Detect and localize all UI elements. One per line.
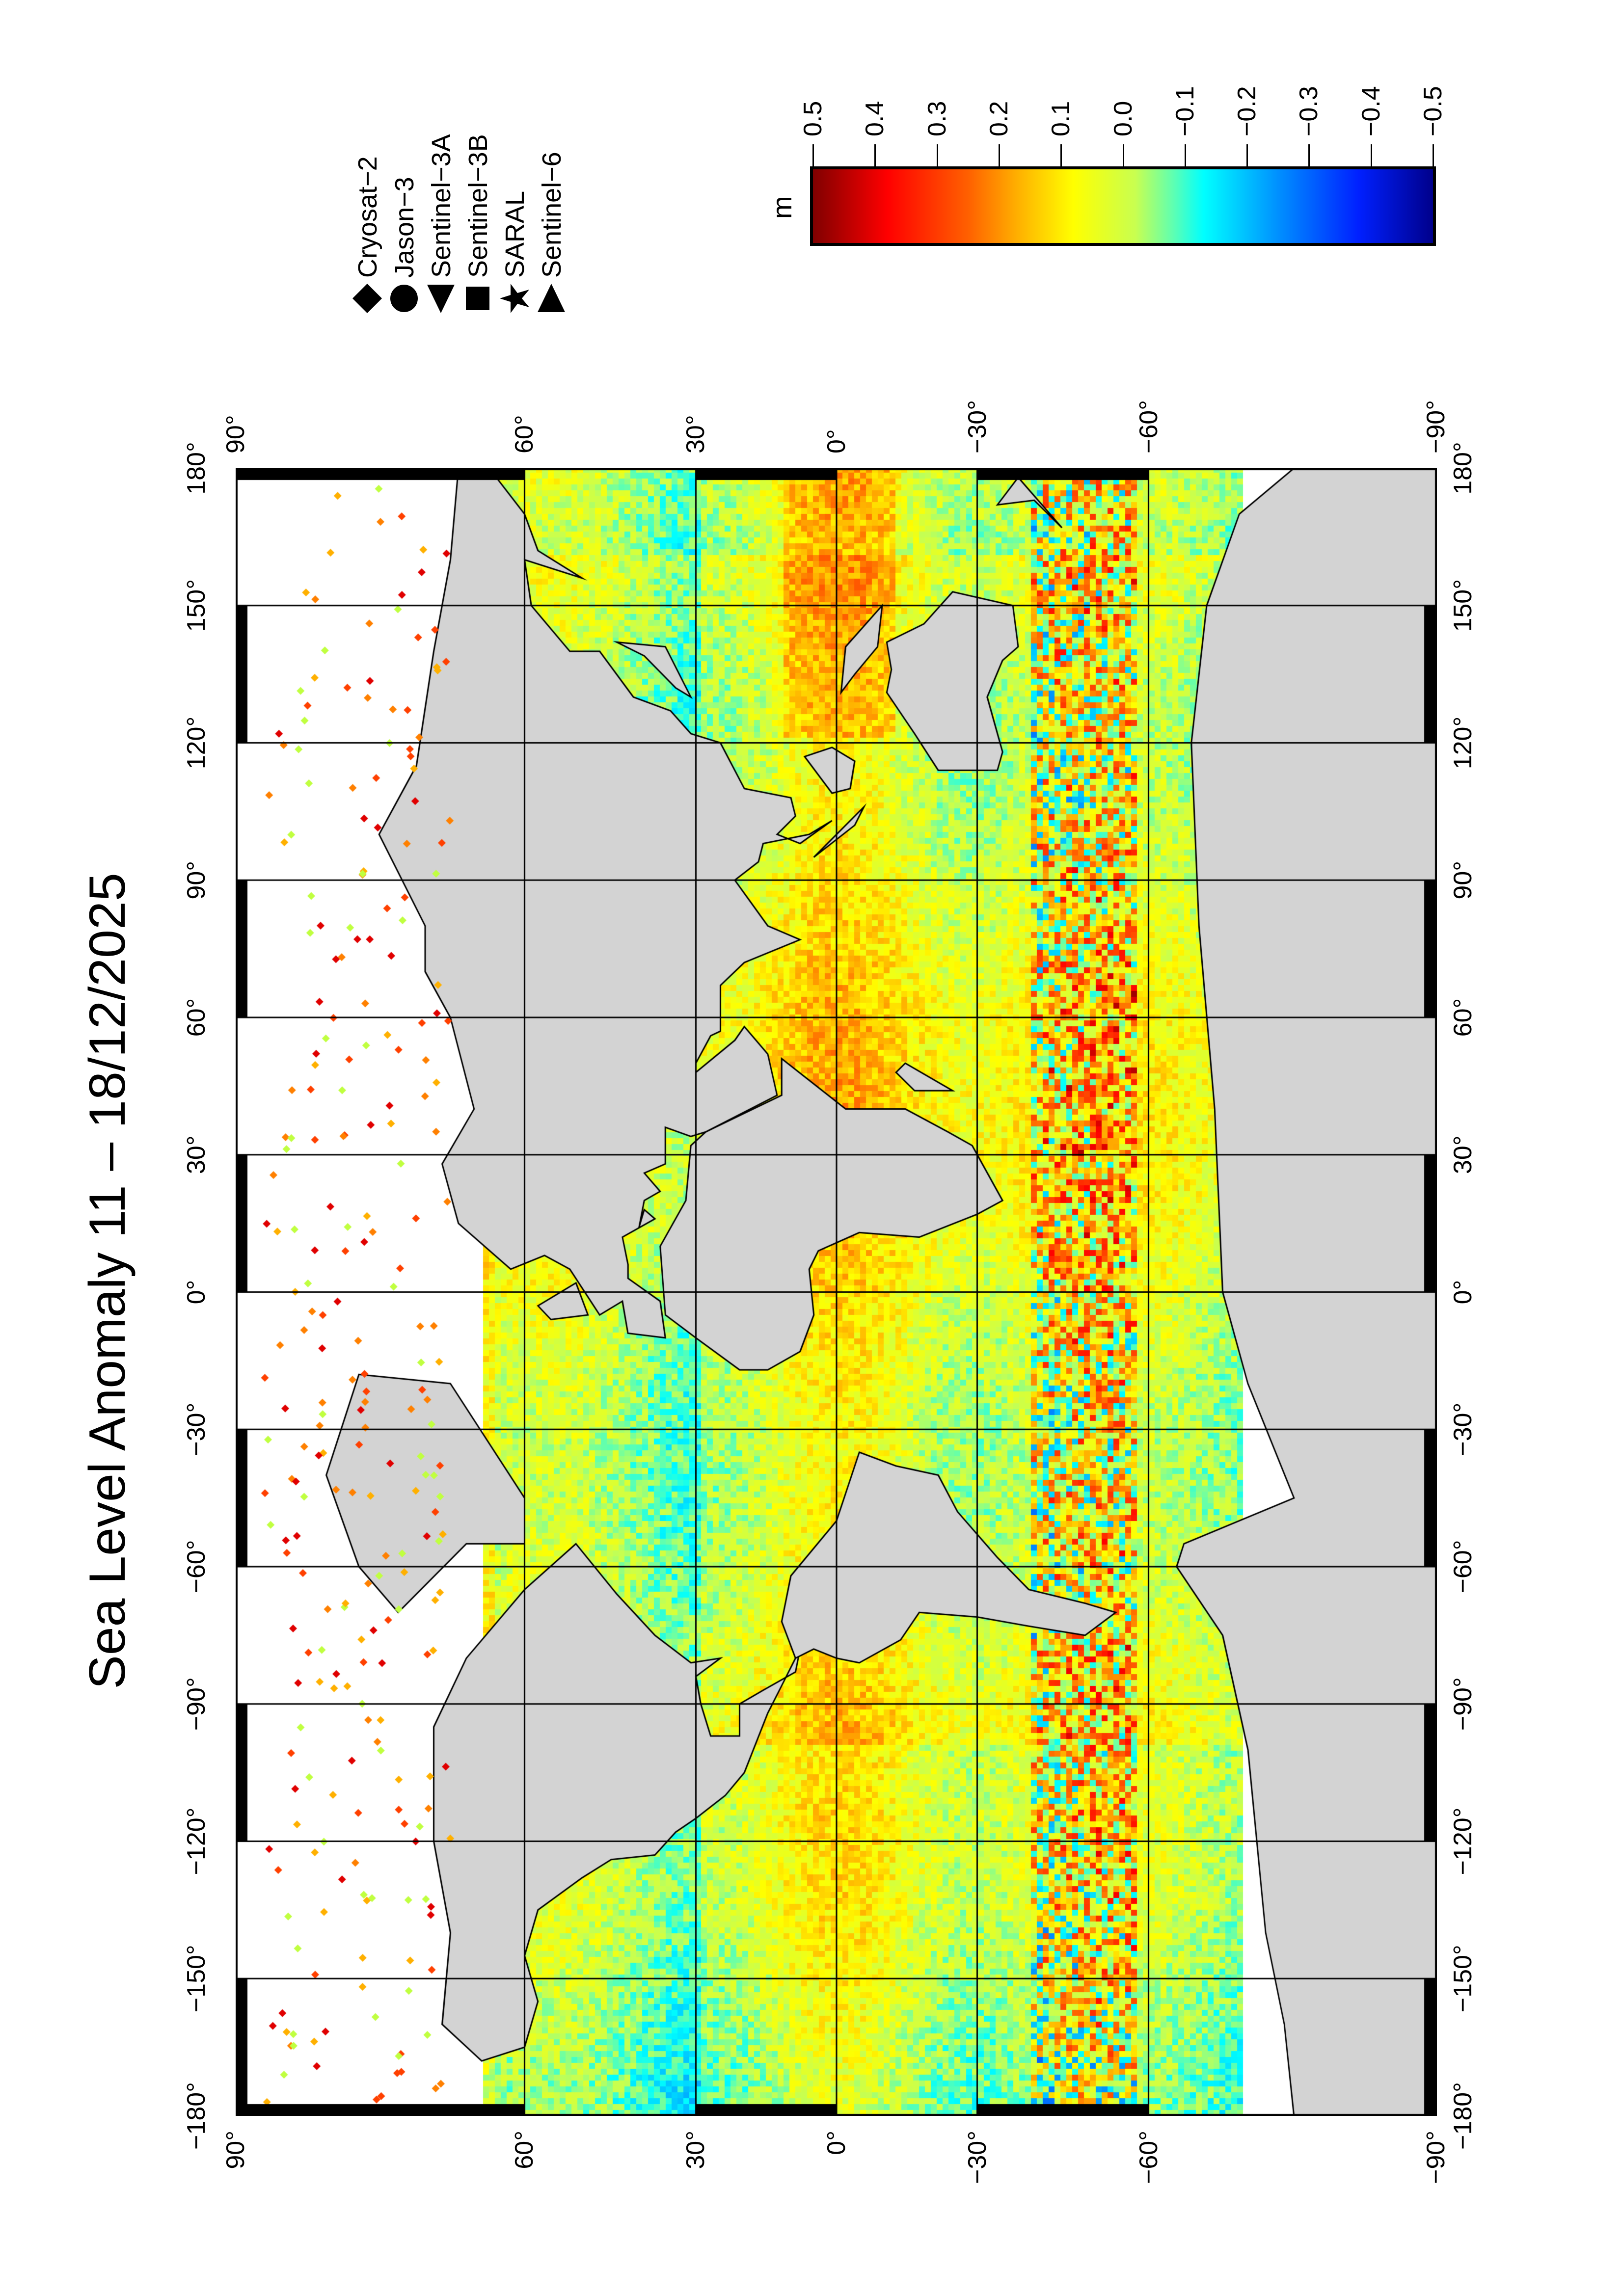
diamond-icon [352, 284, 384, 313]
lat-label-left: 60° [510, 2131, 539, 2169]
lat-label-left: −90° [1422, 2131, 1450, 2185]
lon-label-top: 60° [182, 998, 211, 1037]
sea-level-anomaly-map [236, 468, 1437, 2116]
lon-label-bottom: 90° [1449, 860, 1477, 900]
colorbar-tick-label: 0.4 [861, 101, 890, 136]
square-icon [463, 284, 495, 313]
colorbar-tick-label: 0.5 [799, 101, 827, 136]
lon-label-top: 0° [182, 1280, 211, 1305]
legend-label: Sentinel−3B [463, 134, 493, 278]
lon-label-top: 30° [182, 1135, 211, 1175]
colorbar-tick [874, 144, 876, 166]
lon-label-bottom: −90° [1449, 1677, 1477, 1731]
colorbar-tick [1122, 144, 1124, 166]
star-icon [500, 284, 532, 313]
colorbar-tick [1308, 144, 1310, 166]
colorbar-tick [1246, 144, 1248, 166]
lon-label-bottom: 30° [1449, 1135, 1477, 1175]
legend-label: Sentinel−6 [537, 152, 567, 278]
colorbar-tick [936, 144, 938, 166]
lat-label-left: −60° [1134, 2131, 1163, 2185]
colorbar-tick-label: −0.4 [1356, 86, 1385, 136]
lat-label-left: 0° [822, 2131, 851, 2155]
colorbar-tick-label: 0.0 [1109, 101, 1137, 136]
lat-label-right: 0° [822, 429, 851, 454]
lon-label-top: 180° [182, 442, 211, 495]
lon-label-bottom: −120° [1449, 1807, 1477, 1875]
lon-label-bottom: 0° [1449, 1280, 1477, 1305]
triangle-left-icon [426, 284, 458, 313]
colorbar-unit: m [766, 196, 797, 219]
colorbar-tick [1370, 144, 1372, 166]
lat-label-right: 60° [510, 415, 539, 454]
lon-label-top: −30° [182, 1402, 211, 1456]
colorbar-tick [1433, 144, 1434, 166]
circle-icon [389, 284, 421, 313]
colorbar-tick-label: −0.1 [1170, 86, 1199, 136]
lon-label-top: −150° [182, 1945, 211, 2013]
colorbar [810, 166, 1436, 246]
lon-label-bottom: −60° [1449, 1540, 1477, 1594]
lat-label-left: −30° [963, 2131, 992, 2185]
lat-label-right: −90° [1422, 400, 1450, 454]
lon-label-top: −120° [182, 1807, 211, 1875]
triangle-right-icon [537, 284, 568, 313]
lat-label-left: 30° [681, 2131, 710, 2169]
legend-label: SARAL [500, 190, 530, 278]
lon-label-top: 150° [182, 579, 211, 632]
colorbar-tick-label: −0.5 [1419, 86, 1447, 136]
lon-label-top: 120° [182, 716, 211, 770]
colorbar-tick-label: 0.3 [922, 101, 951, 136]
lon-label-top: −60° [182, 1540, 211, 1594]
lat-label-left: 90° [221, 2131, 250, 2169]
colorbar-tick-label: −0.3 [1295, 86, 1324, 136]
lon-label-top: −180° [182, 2082, 211, 2150]
figure-title: Sea Level Anomaly 11 – 18/12/2025 [79, 873, 136, 1689]
lon-label-bottom: −180° [1449, 2082, 1477, 2150]
lon-label-bottom: 120° [1449, 716, 1477, 770]
lon-label-top: −90° [182, 1677, 211, 1731]
lat-label-right: −60° [1134, 400, 1163, 454]
colorbar-tick [812, 144, 814, 166]
lon-label-bottom: 180° [1449, 442, 1477, 495]
legend-label: Sentinel−3A [427, 134, 456, 278]
lon-label-bottom: 60° [1449, 998, 1477, 1037]
colorbar-tick-label: −0.2 [1233, 86, 1262, 136]
lon-label-bottom: 150° [1449, 579, 1477, 632]
lon-label-bottom: −150° [1449, 1945, 1477, 2013]
colorbar-tick [998, 144, 1000, 166]
colorbar-tick-label: 0.1 [1047, 101, 1076, 136]
colorbar-tick-label: 0.2 [984, 101, 1013, 136]
lon-label-bottom: −30° [1449, 1402, 1477, 1456]
legend-label: Cryosat−2 [353, 156, 382, 278]
lon-label-top: 90° [182, 860, 211, 900]
lat-label-right: 30° [681, 415, 710, 454]
colorbar-tick [1060, 144, 1062, 166]
colorbar-tick [1184, 144, 1186, 166]
lat-label-right: −30° [963, 400, 992, 454]
legend-label: Jason−3 [390, 177, 419, 278]
lat-label-right: 90° [221, 415, 250, 454]
